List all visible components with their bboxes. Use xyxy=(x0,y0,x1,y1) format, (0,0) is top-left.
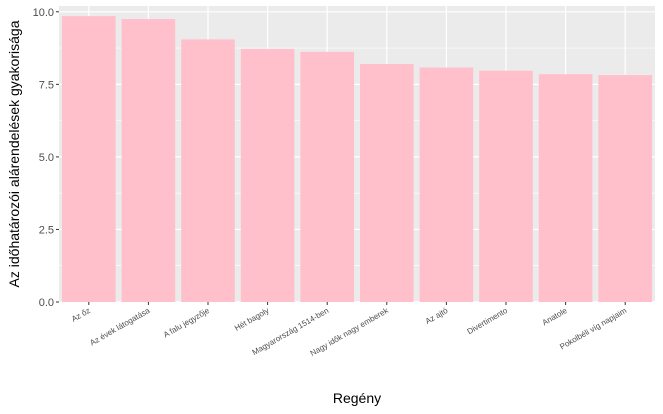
y-axis-title: Az időhatározói alárendelések gyakoriság… xyxy=(6,20,22,287)
x-tick-label: Divertimento xyxy=(466,306,510,337)
x-tick-label: A falu jegyzője xyxy=(162,306,212,340)
bar xyxy=(121,19,176,302)
bar xyxy=(419,67,474,302)
bars xyxy=(61,16,653,303)
y-tick-label: 2.5 xyxy=(39,224,54,236)
bar xyxy=(61,16,116,303)
x-tick-label: Az évek látogatása xyxy=(88,306,152,348)
bar xyxy=(359,64,414,302)
bar xyxy=(598,75,653,302)
y-tick-label: 10.0 xyxy=(33,7,54,19)
x-tick-label: Az ajtó xyxy=(424,306,450,326)
bar xyxy=(538,74,593,302)
y-axis: 0.0 2.5 5.0 7.5 10.0 xyxy=(33,7,59,309)
x-tick-label: Hét bagoly xyxy=(233,306,271,333)
bar xyxy=(181,39,235,302)
bar xyxy=(479,70,533,303)
x-tick-label: Pokolbéli víg napjaim xyxy=(558,306,628,352)
y-tick-label: 5.0 xyxy=(39,152,54,164)
bar xyxy=(300,51,355,302)
y-tick-label: 7.5 xyxy=(39,79,54,91)
bar xyxy=(240,48,295,302)
y-tick-label: 0.0 xyxy=(39,297,54,309)
x-axis-title: Regény xyxy=(333,390,381,406)
x-tick-label: Anatole xyxy=(541,306,569,328)
x-tick-label: Az őz xyxy=(70,306,92,324)
